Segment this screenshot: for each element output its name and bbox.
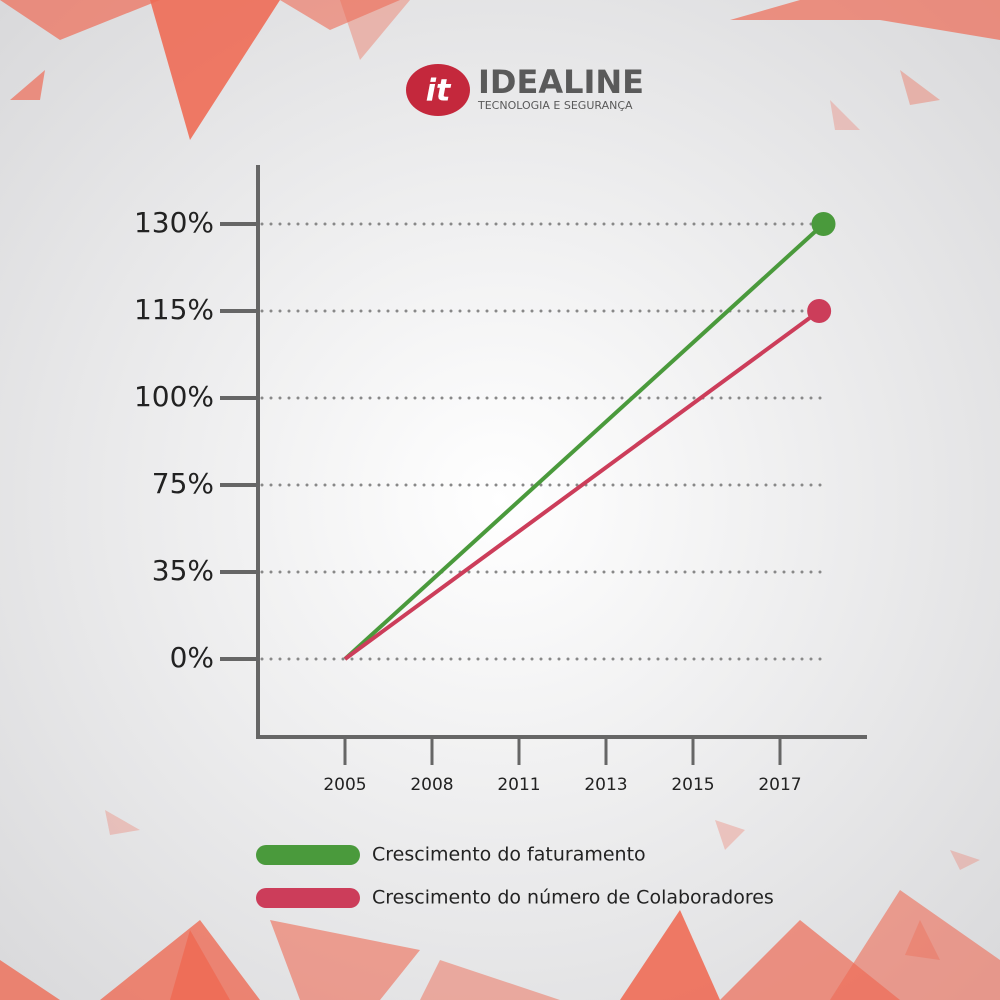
series-line (343, 309, 821, 661)
y-tick-label: 100% (134, 380, 214, 413)
x-tick-label: 2017 (758, 775, 801, 795)
x-tick-label: 2013 (584, 775, 627, 795)
series-line (343, 222, 825, 661)
x-tick-label: 2008 (410, 775, 453, 795)
brand: IDEALINE (478, 63, 644, 101)
y-tick-label: 115% (134, 293, 214, 326)
end-point (811, 212, 836, 236)
logo-badge (406, 64, 470, 116)
end-point (807, 299, 832, 323)
y-tick-label: 75% (152, 467, 214, 500)
x-tick-label: 2015 (671, 775, 714, 795)
x-tick-label: 2011 (497, 775, 540, 795)
legend-label: Crescimento do número de Colaboradores (372, 887, 774, 909)
tagline: TECNOLOGIA E SEGURANÇA (477, 99, 633, 112)
legend-label: Crescimento do faturamento (372, 844, 646, 866)
x-tick-label: 2005 (323, 775, 366, 795)
y-tick-label: 0% (170, 641, 214, 674)
y-tick-label: 130% (134, 206, 214, 239)
y-tick-label: 35% (152, 554, 214, 587)
logo: it IDEALINE TECNOLOGIA E SEGURANÇA (406, 63, 644, 116)
logo-mark: it (426, 74, 452, 109)
